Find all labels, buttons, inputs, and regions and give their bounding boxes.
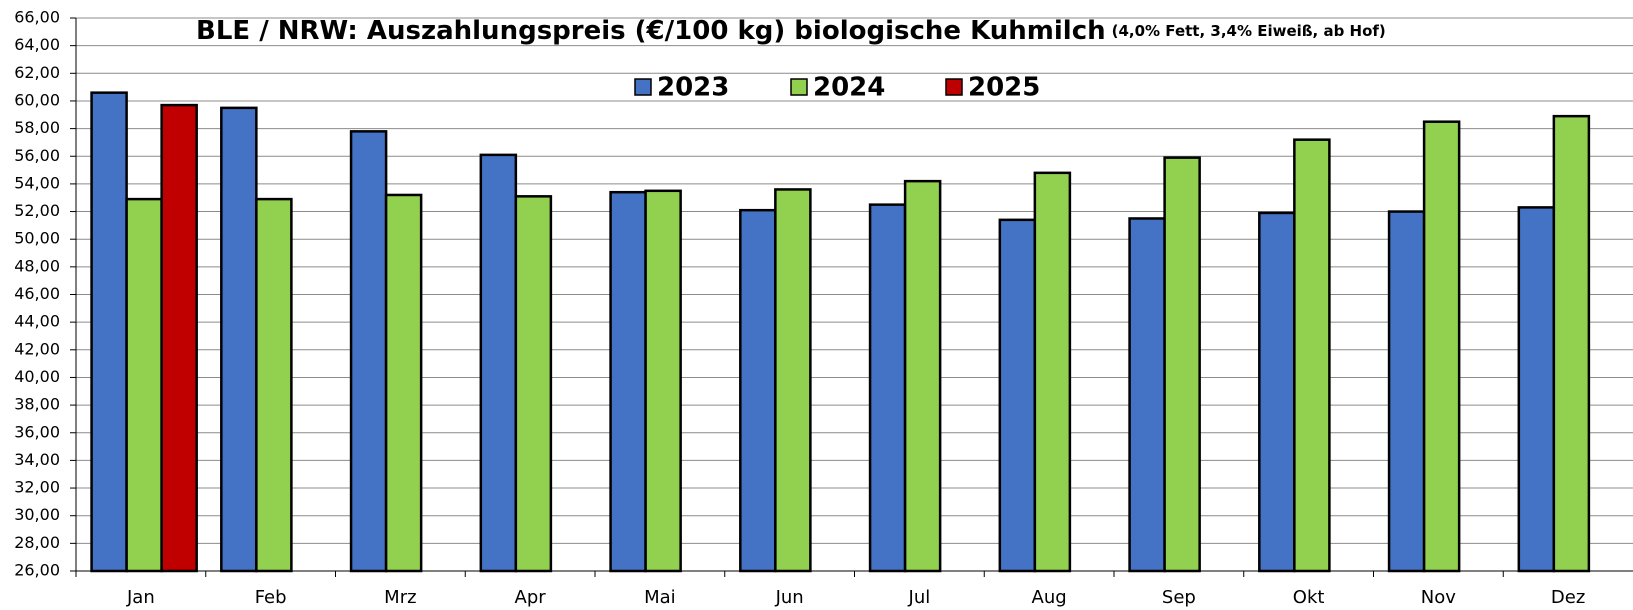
bar [1293,138,1331,573]
bar [609,190,647,573]
bar [903,179,942,573]
bar [868,203,907,573]
bar [514,195,553,573]
legend-swatch [790,78,808,96]
x-tick-label: Apr [515,587,547,608]
y-tick-label: 44,00 [14,312,60,331]
bar [1517,206,1556,573]
y-tick-label: 30,00 [14,505,60,524]
x-tick-label: Jul [908,587,931,608]
y-tick-label: 28,00 [14,533,60,552]
bar [644,189,682,573]
bar [160,103,198,573]
y-tick-label: 34,00 [14,450,60,469]
legend-swatch [634,78,652,96]
legend-label: 2024 [813,73,885,103]
bar [1387,210,1426,573]
bars [90,91,1591,573]
x-tick-label: Sep [1162,587,1196,608]
x-tick-label: Aug [1032,587,1067,608]
legend-swatch [945,78,963,96]
y-tick-label: 52,00 [14,201,60,220]
bar [1163,156,1201,573]
bar [220,106,258,573]
bar [349,130,388,573]
x-tick-label: Nov [1421,587,1456,608]
bar [1422,120,1461,573]
y-tick-label: 46,00 [14,284,60,303]
y-tick-label: 38,00 [14,395,60,414]
bar [125,197,163,573]
y-tick-label: 54,00 [14,173,60,192]
x-tick-label: Mrz [384,587,416,608]
bar [255,197,293,573]
bar [90,91,128,573]
y-tick-label: 36,00 [14,422,60,441]
x-tick-label: Jan [126,587,155,608]
subtitle: (4,0% Fett, 3,4% Eiweiß, ab Hof) [1112,22,1386,40]
y-tick-label: 32,00 [14,478,60,497]
bar [384,193,423,573]
title: BLE / NRW: Auszahlungspreis (€/100 kg) b… [196,16,1106,46]
bar [774,188,812,573]
bar [479,153,518,573]
bar [998,218,1037,573]
chart-title: BLE / NRW: Auszahlungspreis (€/100 kg) b… [196,16,1386,46]
y-tick-label: 40,00 [14,367,60,386]
y-tick-label: 42,00 [14,339,60,358]
bar [1033,171,1072,573]
y-tick-label: 66,00 [14,8,60,27]
bar [1552,114,1591,573]
y-tick-label: 64,00 [14,35,60,54]
y-tick-label: 58,00 [14,118,60,137]
legend-label: 2023 [657,73,729,103]
y-tick-label: 50,00 [14,229,60,248]
x-tick-label: Mai [644,587,676,608]
y-tick-label: 56,00 [14,146,60,165]
x-tick-label: Jun [775,587,804,608]
y-tick-label: 48,00 [14,256,60,275]
bar [739,208,777,573]
bar [1128,217,1166,573]
y-tick-label: 26,00 [14,561,60,580]
bar [1258,211,1296,573]
y-tick-label: 60,00 [14,90,60,109]
y-tick-label: 62,00 [14,63,60,82]
legend-label: 2025 [968,73,1040,103]
grid [70,17,1633,577]
x-tick-label: Okt [1293,587,1325,608]
x-tick-label: Dez [1551,587,1585,608]
x-tick-label: Feb [255,587,287,608]
